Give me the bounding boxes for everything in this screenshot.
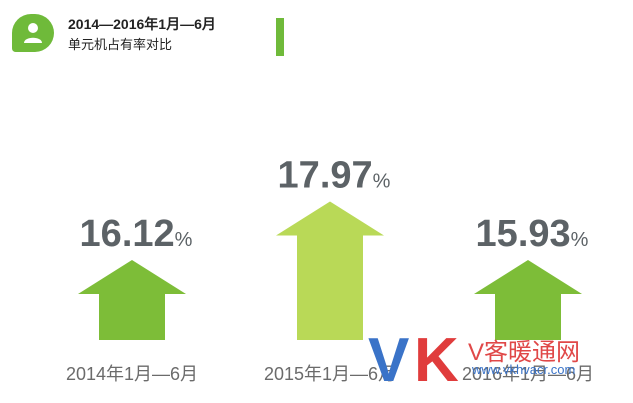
badge <box>12 14 54 52</box>
value-label-2: 17.97% <box>278 154 391 196</box>
watermark-url: www.vkhvacr.com <box>472 362 576 377</box>
watermark-name: V客暖通网 <box>468 339 581 366</box>
watermark: V K V客暖通网 www.vkhvacr.com <box>368 326 633 403</box>
watermark-v: V <box>368 326 409 395</box>
value-label-3: 15.93% <box>476 213 589 255</box>
chart-title-line-1: 2014—2016年1月—6月 <box>68 16 216 32</box>
bar-arrow-1 <box>78 260 186 340</box>
category-label-1: 2014年1月—6月 <box>66 364 198 384</box>
category-label-2: 2015年1月—6月 <box>264 364 396 384</box>
value-label-1: 16.12% <box>80 213 193 255</box>
watermark-k: K <box>414 326 459 395</box>
category-label-3: 2016年1月—6月 <box>462 364 594 384</box>
chart-title-line-2: 单元机占有率对比 <box>68 37 173 52</box>
bar-arrow-3 <box>474 260 582 340</box>
chart-header: 2014—2016年1月—6月 单元机占有率对比 <box>12 10 312 56</box>
bar-arrow-2 <box>276 201 384 340</box>
user-icon <box>24 23 42 43</box>
title-accent-bar <box>276 18 284 56</box>
